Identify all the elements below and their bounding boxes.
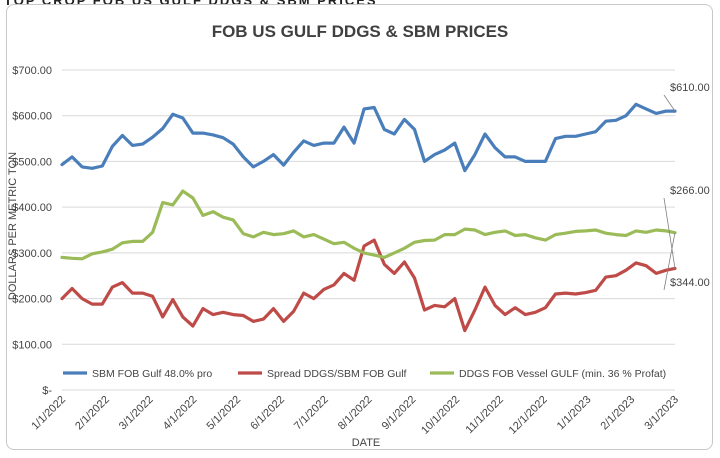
x-tick-label: 3/1/2023 [642, 394, 681, 433]
x-axis-ticks: 1/1/2022 2/1/2022 3/1/2022 4/1/2022 5/1/2022… [29, 394, 681, 437]
y-tick-label: $100.00 [12, 339, 52, 351]
series-line-0 [60, 102, 677, 173]
y-tick-label: $500.00 [12, 156, 52, 168]
x-tick-label: 12/1/2022 [507, 394, 550, 437]
x-tick-label: 2/1/2023 [599, 394, 638, 433]
x-axis-label: DATE [352, 437, 381, 449]
end-labels: $610.00 $266.00 $344.00 [663, 82, 710, 291]
end-label-leader [663, 197, 676, 269]
x-tick-label: 2/1/2022 [73, 394, 112, 433]
y-axis-ticks: $- $100.00 $200.00 $300.00 $400.00 $500.00 $60… [12, 65, 52, 397]
y-axis-label: DOLLARS PER METRIC TON [7, 152, 19, 300]
end-label: $610.00 [670, 82, 710, 94]
end-label-leader [663, 94, 676, 112]
x-tick-label: 5/1/2022 [204, 394, 243, 433]
legend-entry: Spread DDGS/SBM FOB Gulf [267, 368, 407, 380]
x-tick-label: 10/1/2022 [419, 394, 462, 437]
x-tick-label: 7/1/2022 [292, 394, 331, 433]
series-line-1 [60, 238, 677, 333]
series-line-2 [60, 189, 677, 261]
y-tick-label: $700.00 [12, 65, 52, 77]
chart-frame [6, 4, 713, 450]
end-label-leader [663, 232, 676, 291]
legend-entry: SBM FOB Gulf 48.0% pro [92, 368, 212, 380]
y-tick-label: $- [42, 385, 52, 397]
x-tick-label: 1/1/2022 [29, 394, 68, 433]
end-label: $266.00 [670, 185, 710, 197]
legend: SBM FOB Gulf 48.0% pro Spread DDGS/SBM FO… [63, 368, 666, 380]
y-tick-label: $400.00 [12, 202, 52, 214]
x-tick-label: 3/1/2022 [117, 394, 156, 433]
x-tick-label: 9/1/2022 [380, 394, 419, 433]
legend-entry: DDGS FOB Vessel GULF (min. 36 % Profat) [459, 368, 666, 380]
y-tick-label: $600.00 [12, 111, 52, 123]
x-tick-label: 11/1/2022 [463, 394, 506, 437]
y-tick-label: $300.00 [12, 248, 52, 260]
x-tick-label: 6/1/2022 [248, 394, 287, 433]
x-tick-label: 8/1/2022 [336, 394, 375, 433]
x-tick-label: 4/1/2022 [161, 394, 200, 433]
series-lines [60, 102, 677, 333]
x-tick-label: 1/1/2023 [555, 394, 594, 433]
y-tick-label: $200.00 [12, 294, 52, 306]
chart-title: FOB US GULF DDGS & SBM PRICES [212, 22, 509, 41]
end-label: $344.00 [670, 277, 710, 289]
